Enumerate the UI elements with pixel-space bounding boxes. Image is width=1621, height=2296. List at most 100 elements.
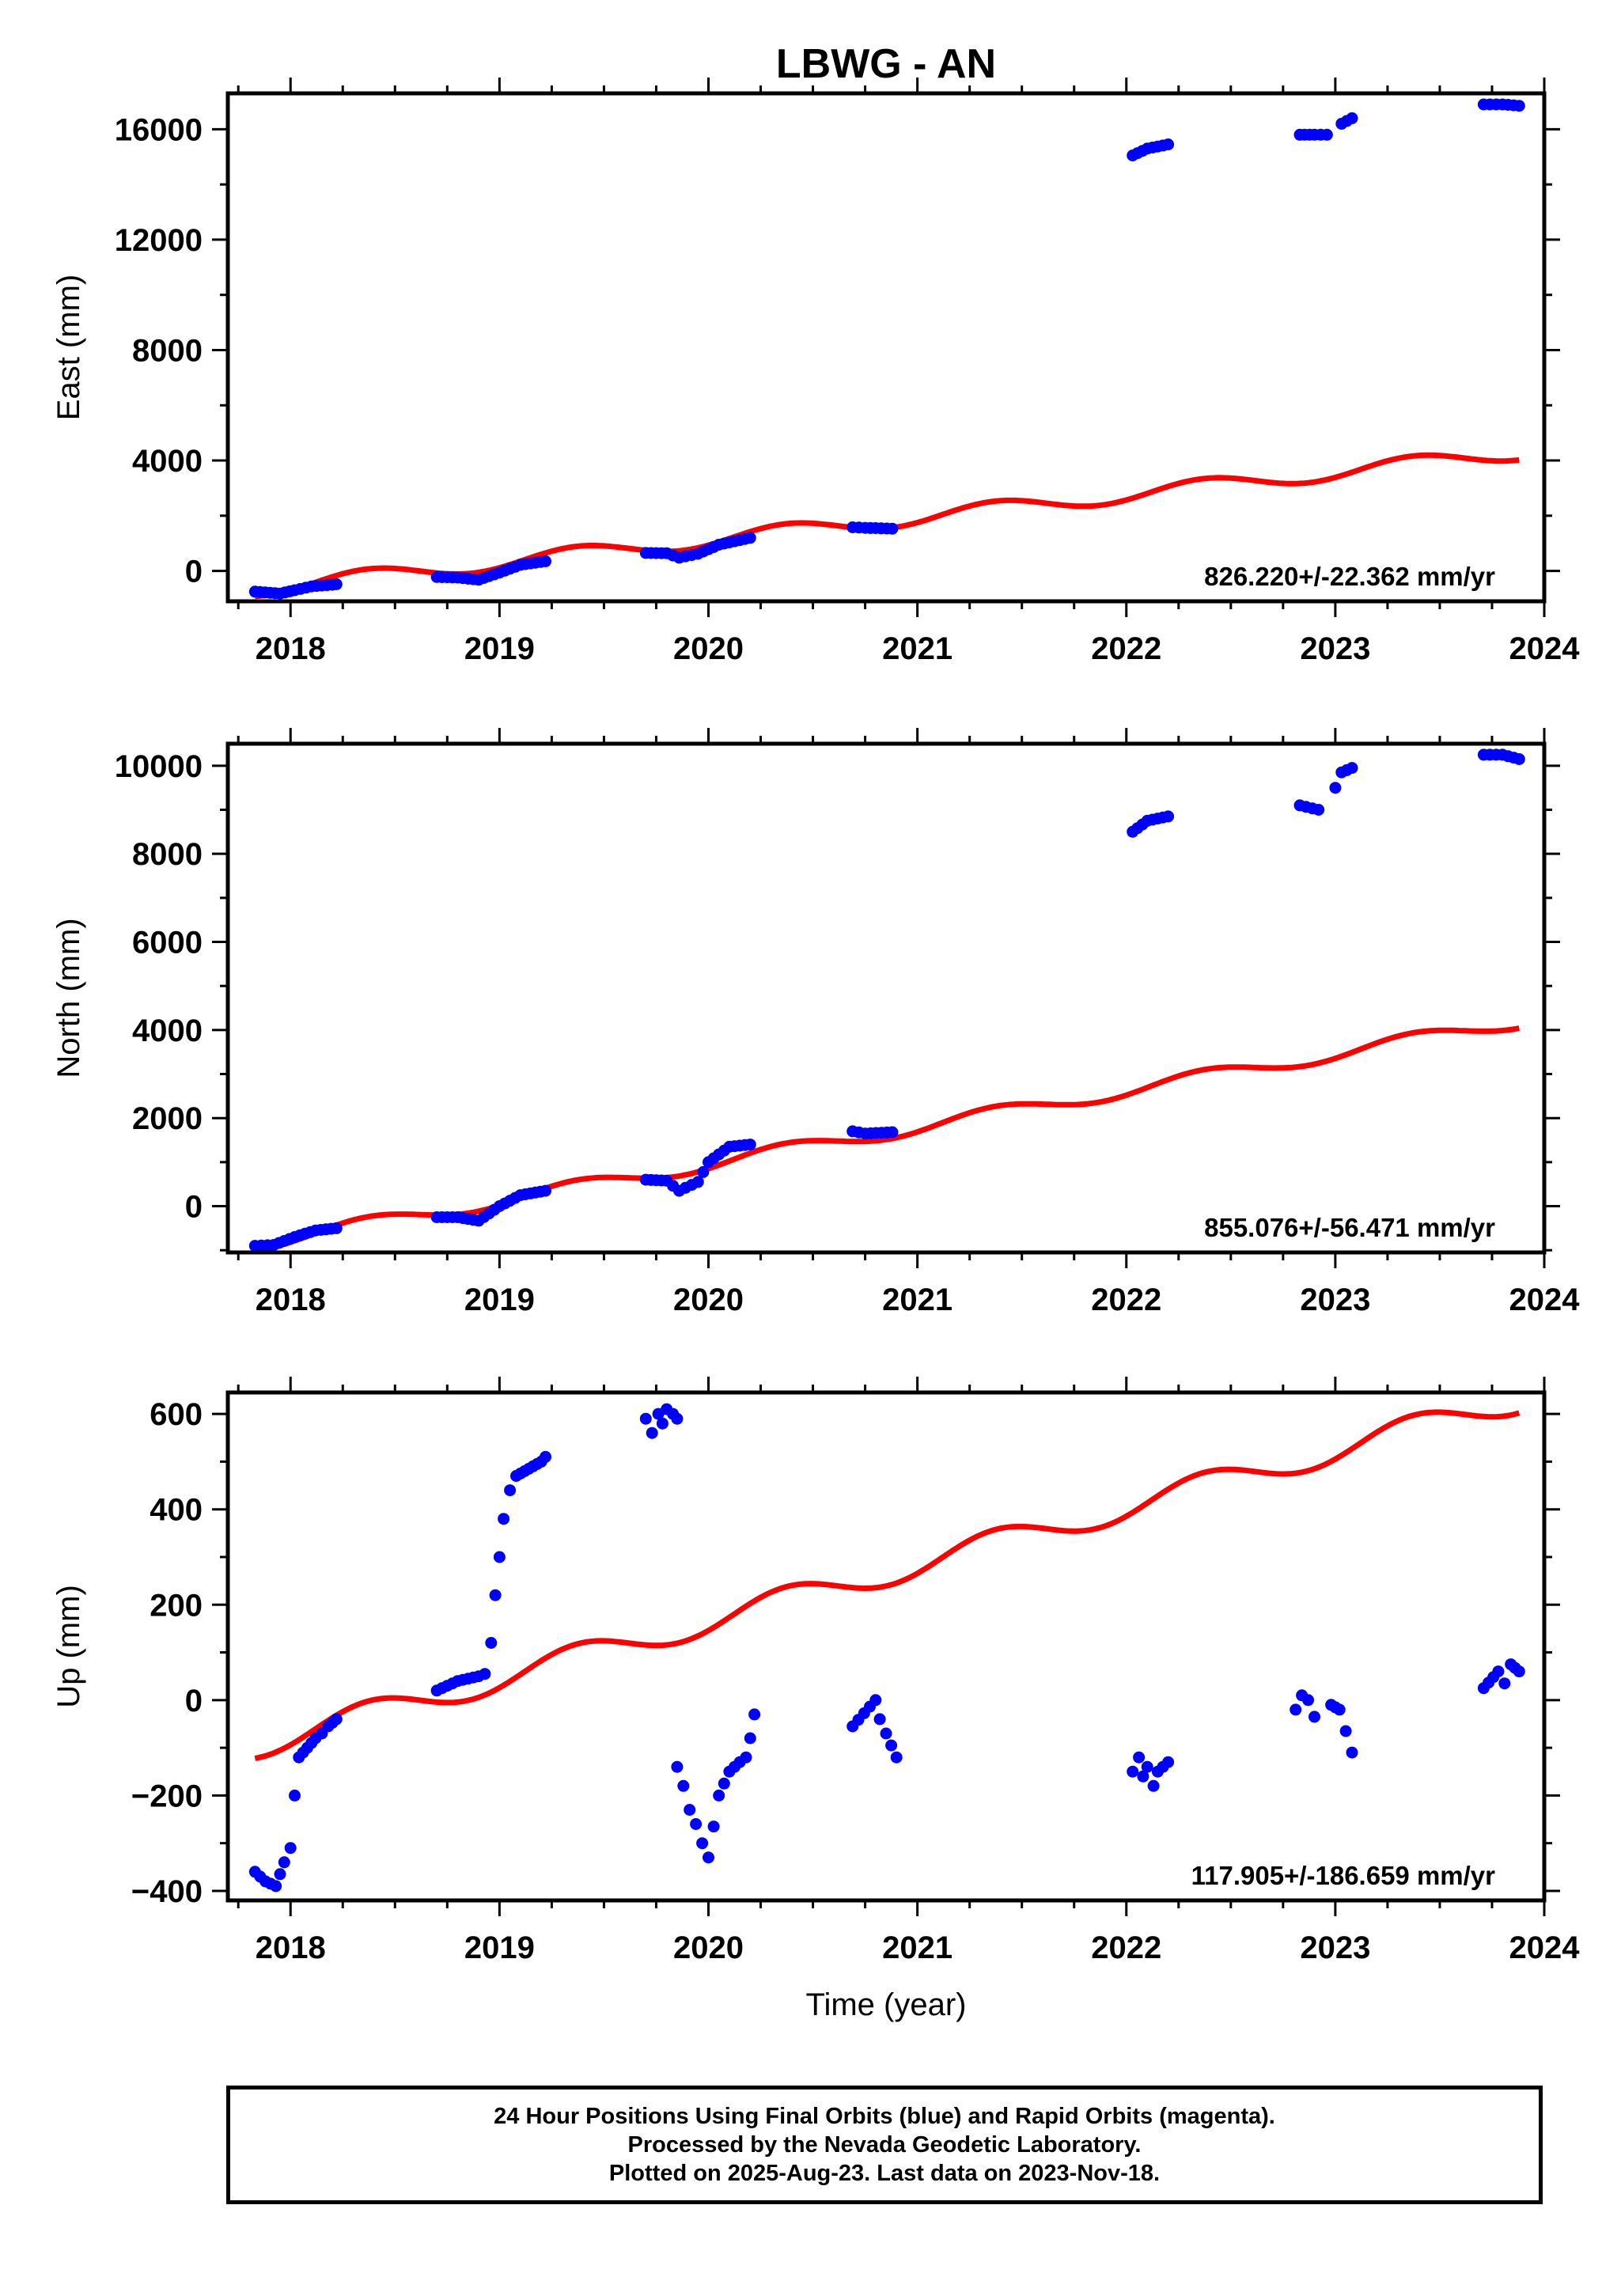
x-tick-label: 2018	[256, 631, 326, 666]
data-point	[274, 1868, 286, 1881]
data-point	[744, 532, 756, 544]
data-point	[671, 1760, 684, 1773]
x-tick-label: 2019	[464, 1283, 535, 1317]
data-point	[540, 1450, 551, 1463]
footer-line-3: Plotted on 2025-Aug-23. Last data on 202…	[608, 2161, 1161, 2186]
data-point	[330, 1222, 343, 1234]
rate-annotation: 855.076+/-56.471 mm/yr	[1204, 1213, 1495, 1242]
plot-frame	[225, 91, 1547, 604]
y-tick-label: 0	[185, 1684, 203, 1718]
x-tick-label: 2022	[1091, 631, 1161, 666]
data-point	[289, 1789, 301, 1802]
data-point	[1346, 112, 1358, 124]
data-point	[1492, 1665, 1505, 1678]
data-point	[886, 522, 899, 535]
data-point	[1141, 1760, 1153, 1773]
y-tick-label: 16000	[115, 112, 203, 147]
y-tick-label: 6000	[132, 926, 203, 960]
data-point	[718, 1777, 730, 1790]
data-point	[886, 1126, 899, 1139]
plot-frame	[225, 741, 1547, 1255]
y-tick-label: 600	[150, 1397, 203, 1432]
data-point	[1147, 1779, 1160, 1792]
data-point	[697, 1165, 710, 1178]
x-tick-label: 2023	[1300, 1283, 1370, 1317]
y-tick-label: 0	[185, 1190, 203, 1225]
data-point	[270, 1880, 282, 1892]
data-point	[1302, 1694, 1314, 1707]
x-tick-label: 2022	[1091, 1930, 1161, 1965]
data-point	[1290, 1703, 1302, 1716]
x-tick-label: 2021	[882, 631, 953, 666]
data-point	[284, 1842, 297, 1855]
data-point	[656, 1417, 668, 1430]
data-point	[677, 1779, 690, 1792]
data-point	[885, 1739, 898, 1752]
y-tick-label: 0	[185, 555, 203, 589]
y-tick-label: 200	[150, 1588, 203, 1623]
data-point	[696, 1837, 709, 1850]
data-point	[485, 1637, 498, 1649]
panel-3: 2018 2019 2020 2021 2022 2023 2024 −400 −200 0 200…	[51, 1377, 1580, 2022]
y-tick-label: 12000	[115, 223, 203, 258]
data-points	[248, 748, 1525, 1252]
panel-2: 2018 2019 2020 2021 2022 2023 2024 0 2000 4000 600…	[51, 728, 1580, 1317]
data-point	[1498, 1677, 1511, 1690]
x-tick-label: 2024	[1509, 631, 1581, 666]
data-point	[1513, 1665, 1525, 1678]
data-point	[493, 1551, 506, 1563]
data-point	[1309, 1711, 1320, 1723]
data-point	[1346, 1746, 1358, 1759]
y-axis-label: Up (mm)	[51, 1585, 86, 1708]
data-point	[1339, 1725, 1352, 1737]
data-point	[703, 1851, 714, 1864]
y-tick-label: 2000	[132, 1101, 203, 1136]
rate-annotation: 826.220+/-22.362 mm/yr	[1204, 562, 1495, 591]
x-tick-label: 2020	[673, 1930, 744, 1965]
x-tick-label: 2021	[882, 1283, 953, 1317]
x-tick-label: 2022	[1091, 1283, 1161, 1317]
data-points	[248, 1403, 1525, 1892]
x-tick-label: 2019	[464, 1930, 535, 1965]
plot-frame	[225, 1390, 1547, 1903]
x-tick-label: 2020	[673, 1283, 744, 1317]
data-point	[880, 1727, 892, 1740]
x-tick-label: 2024	[1509, 1283, 1581, 1317]
chart-title: LBWG - AN	[776, 41, 996, 87]
footer-line-1: 24 Hour Positions Using Final Orbits (bl…	[494, 2104, 1275, 2129]
x-tick-label: 2018	[256, 1283, 326, 1317]
data-point	[690, 1818, 703, 1830]
x-tick-label: 2023	[1300, 631, 1370, 666]
data-point	[1133, 1751, 1146, 1764]
x-tick-label: 2020	[673, 631, 744, 666]
data-point	[684, 1804, 696, 1816]
y-tick-label: −200	[131, 1779, 203, 1813]
data-point	[540, 1184, 551, 1197]
data-point	[1127, 1765, 1139, 1778]
x-tick-label: 2018	[256, 1930, 326, 1965]
data-point	[1513, 100, 1525, 112]
x-tick-label: 2024	[1509, 1930, 1581, 1965]
data-point	[1162, 810, 1175, 823]
x-axis-label: Time (year)	[806, 1987, 967, 2022]
data-point	[740, 1751, 752, 1764]
x-tick-label: 2023	[1300, 1930, 1370, 1965]
data-point	[1162, 138, 1175, 150]
data-point	[1513, 753, 1525, 765]
y-tick-label: 10000	[115, 749, 203, 784]
data-point	[744, 1732, 756, 1745]
data-point	[707, 1821, 720, 1833]
footer-line-2: Processed by the Nevada Geodetic Laborat…	[627, 2132, 1142, 2158]
data-point	[869, 1694, 882, 1707]
rate-annotation: 117.905+/-186.659 mm/yr	[1191, 1861, 1496, 1890]
data-point	[1329, 782, 1342, 794]
data-point	[489, 1589, 502, 1601]
data-point	[646, 1426, 658, 1439]
y-tick-label: 4000	[132, 1013, 203, 1048]
data-point	[1346, 762, 1358, 775]
y-tick-label: −400	[131, 1874, 203, 1909]
y-tick-label: 8000	[132, 837, 203, 872]
data-point	[1162, 1756, 1175, 1768]
data-point	[639, 1412, 652, 1425]
